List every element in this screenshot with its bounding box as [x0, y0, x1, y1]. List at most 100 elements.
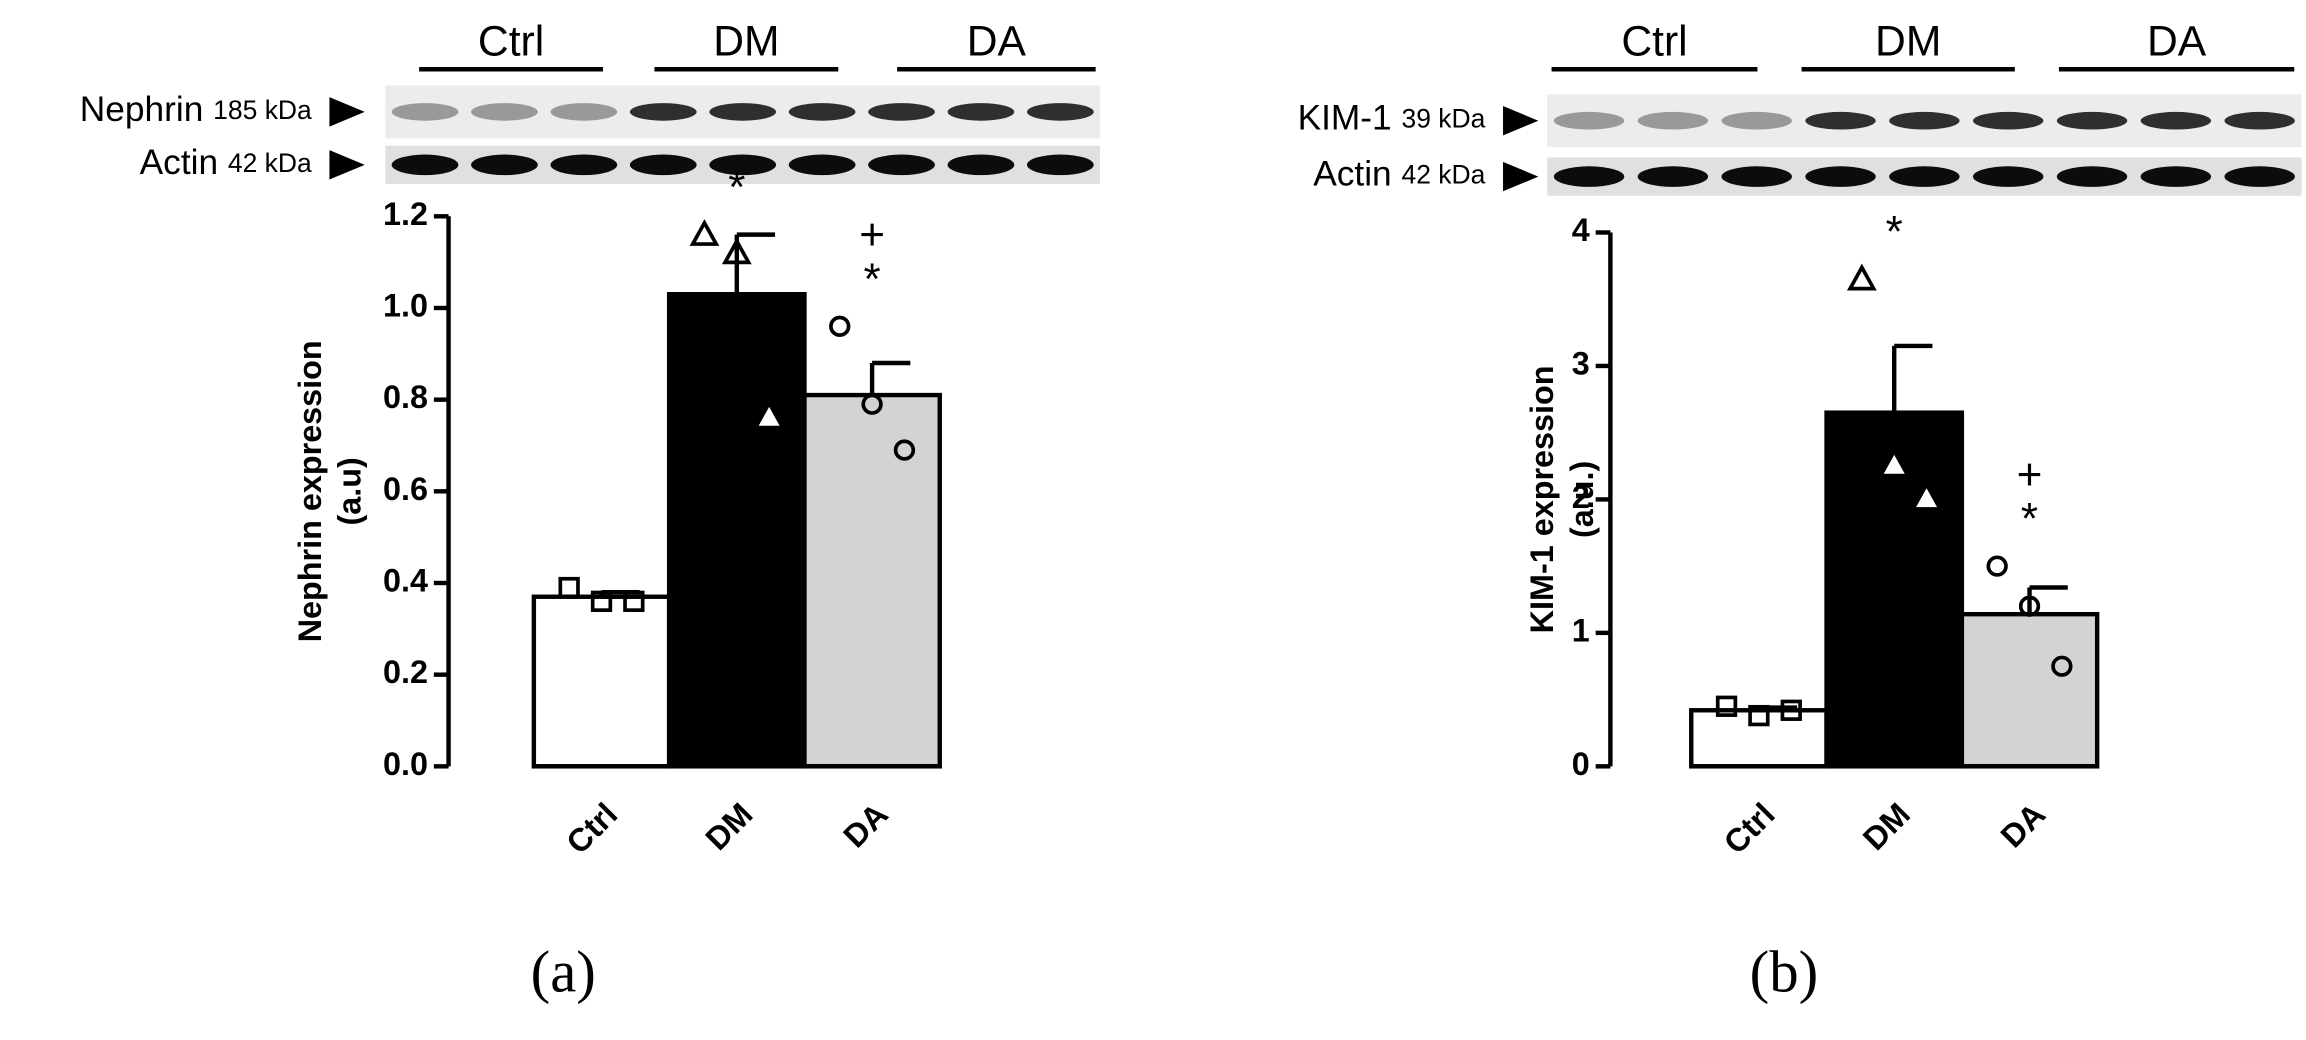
- blot-name: Nephrin: [80, 90, 204, 129]
- y-tick-label: 0.6: [383, 471, 428, 507]
- blot-band: [391, 154, 459, 176]
- blot-band: [1026, 103, 1094, 121]
- significance-mark: *: [2021, 495, 2038, 544]
- data-point: [689, 219, 720, 246]
- blot-band: [1889, 166, 1960, 187]
- panel: Ctrl DM DA Nephrin 185 kDa Actin 42 kDa 0.0 0.…: [80, 18, 1101, 1005]
- blot-band: [2056, 111, 2128, 130]
- blot-label: Nephrin 185 kDa: [80, 90, 312, 129]
- y-tick-label: 1.2: [383, 196, 428, 232]
- blot-band: [1026, 154, 1094, 176]
- y-tick-label: 0: [1572, 746, 1590, 782]
- bar: [531, 594, 672, 769]
- blot-band: [2224, 111, 2295, 130]
- blot-arrow: [329, 97, 365, 127]
- x-tick-label: DM: [1856, 796, 1917, 857]
- group-label: DM: [713, 18, 779, 66]
- data-point: [1986, 555, 2008, 577]
- data-point: [1715, 695, 1738, 717]
- x-tick-label: Ctrl: [559, 796, 624, 861]
- data-point: [1883, 454, 1905, 474]
- bar: [1689, 708, 1829, 769]
- blot-arrow: [1503, 161, 1539, 192]
- blot-band: [629, 154, 697, 176]
- blot-band: [947, 103, 1015, 121]
- group-label: DA: [967, 18, 1027, 66]
- data-point: [893, 439, 916, 461]
- data-point: [623, 590, 645, 612]
- blot-band: [471, 154, 538, 176]
- group-label: Ctrl: [1621, 18, 1687, 66]
- data-point: [1916, 488, 1938, 508]
- y-tick-label: 2: [1572, 479, 1590, 515]
- blot-band: [868, 103, 935, 121]
- data-point: [1780, 699, 1802, 721]
- blot-name: KIM-1: [1298, 99, 1392, 138]
- blot-band: [1805, 111, 1876, 130]
- blot-band: [1805, 166, 1876, 187]
- blot-arrow: [329, 150, 365, 180]
- bar: [802, 392, 942, 769]
- y-tick-label: 1: [1572, 612, 1590, 648]
- data-point: [2018, 595, 2041, 617]
- group-label: Ctrl: [478, 18, 544, 66]
- blot-band: [1972, 166, 2044, 187]
- panel: Ctrl DM DA KIM-1 39 kDa Actin 42 kDa 0 1 2 3 4 KIM…: [1298, 18, 2302, 1005]
- significance-mark: *: [1886, 208, 1903, 257]
- y-tick-label: 4: [1572, 212, 1590, 248]
- y-axis-label-line: KIM-1 expression: [1524, 365, 1560, 633]
- y-axis-label: Nephrin expression (a.u): [291, 340, 367, 642]
- panel-label: (a): [531, 940, 596, 1005]
- y-tick-label: 0.2: [383, 654, 428, 690]
- significance-mark: +: [2017, 451, 2043, 500]
- blot-band: [1889, 111, 1960, 130]
- data-point: [1846, 263, 1877, 291]
- blot-label: KIM-1 39 kDa: [1298, 99, 1486, 138]
- blot-band: [1721, 111, 1792, 130]
- data-point: [558, 576, 580, 599]
- data-point: [829, 315, 851, 337]
- significance-mark: *: [864, 255, 881, 304]
- y-tick-label: 3: [1572, 345, 1590, 381]
- y-axis-label-line: (a.u): [331, 457, 367, 525]
- blot-band: [2140, 111, 2212, 130]
- y-tick-label: 1.0: [383, 288, 428, 324]
- blot-band: [550, 103, 618, 121]
- blot-band: [2056, 166, 2128, 187]
- blot-size: 42 kDa: [228, 148, 312, 178]
- blot-band: [709, 154, 777, 176]
- blot-band: [1721, 166, 1792, 187]
- data-point: [721, 237, 752, 265]
- y-axis-label: KIM-1 expression (a.u.): [1524, 365, 1600, 633]
- y-tick-label: 0.0: [383, 746, 428, 782]
- y-axis-label-line: (a.u.): [1563, 461, 1599, 538]
- y-tick-label: 0.8: [383, 379, 428, 415]
- blot-band: [709, 103, 777, 121]
- data-point: [2051, 655, 2073, 677]
- blot-band: [788, 154, 856, 176]
- blot-size: 39 kDa: [1401, 104, 1485, 134]
- group-label: DA: [2147, 18, 2207, 66]
- significance-mark: +: [859, 211, 885, 260]
- bar: [666, 292, 807, 769]
- blot-band: [868, 154, 935, 176]
- x-tick-label: Ctrl: [1717, 796, 1782, 861]
- blot-band: [2224, 166, 2295, 187]
- blot-band: [1553, 111, 1625, 130]
- blot-band: [947, 154, 1015, 176]
- blot-name: Actin: [140, 143, 218, 182]
- blot-band: [1637, 111, 1709, 130]
- data-point: [590, 590, 613, 612]
- blot-band: [2140, 166, 2212, 187]
- data-point: [1748, 704, 1770, 727]
- blot-band: [391, 103, 459, 121]
- blot-band: [1637, 166, 1709, 187]
- panel-label: (b): [1750, 940, 1819, 1005]
- significance-mark: *: [728, 163, 745, 212]
- x-tick-label: DA: [836, 796, 894, 854]
- y-axis-label-line: Nephrin expression: [291, 340, 327, 642]
- blot-arrow: [1503, 106, 1539, 136]
- x-tick-label: DA: [1994, 796, 2052, 854]
- x-tick-label: DM: [699, 796, 760, 857]
